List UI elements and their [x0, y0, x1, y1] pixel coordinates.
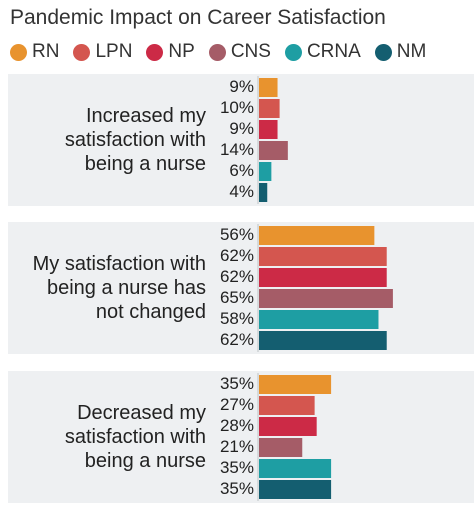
data-label: 4%: [229, 182, 254, 201]
bar-nm: [259, 480, 332, 499]
bar-rn: [259, 226, 375, 245]
data-label: 56%: [219, 225, 254, 244]
legend-item-nm: NM: [374, 41, 427, 63]
data-label: 28%: [219, 416, 254, 435]
bar-cns: [259, 289, 393, 308]
bar-cns: [259, 438, 303, 457]
legend-label: NM: [396, 41, 427, 62]
bar-np: [259, 268, 387, 287]
bar-crna: [259, 459, 332, 478]
data-label: 21%: [219, 437, 254, 456]
bar-crna: [259, 162, 272, 181]
legend-swatch: [208, 43, 226, 61]
legend-item-crna: CRNA: [284, 41, 361, 63]
legend-label: LPN: [95, 41, 133, 62]
legend-label: CNS: [230, 41, 271, 62]
legend-label: RN: [32, 41, 60, 62]
bar-lpn: [259, 396, 315, 415]
data-label: 6%: [229, 161, 254, 180]
category-panel: [8, 222, 474, 354]
bar-cns: [259, 141, 288, 160]
category-label: My satisfaction with being a nurse has not…: [33, 252, 206, 324]
category-label-line: Increased my: [85, 105, 206, 127]
category-label-line: My satisfaction with: [32, 253, 206, 275]
legend-item-cns: CNS: [208, 41, 271, 63]
data-label: 62%: [219, 330, 254, 349]
legend-label: NP: [168, 41, 195, 62]
category-panel: [8, 371, 474, 503]
legend-swatch: [374, 43, 392, 61]
bar-rn: [259, 375, 332, 394]
legend-swatch: [284, 43, 302, 61]
data-label: 9%: [229, 119, 254, 138]
category-label-line: satisfaction with: [64, 426, 206, 448]
legend-swatch: [10, 43, 27, 61]
bar-nm: [259, 183, 268, 202]
data-label: 65%: [219, 288, 254, 307]
legend-swatch: [73, 43, 91, 61]
category-label-line: being a nurse: [84, 153, 206, 175]
legend-item-np: NP: [146, 41, 195, 63]
bar-np: [259, 417, 317, 436]
category-label: Increased my satisfaction with being a nur…: [65, 104, 206, 176]
category-label-line: not changed: [95, 301, 206, 323]
chart-title: Pandemic Impact on Career Satisfaction: [10, 6, 386, 29]
category-label-line: Decreased my: [77, 402, 206, 424]
legend-label: CRNA: [306, 41, 361, 62]
data-label: 35%: [219, 458, 254, 477]
category-label-line: being a nurse: [84, 450, 206, 472]
data-label: 35%: [219, 374, 254, 393]
category-label-line: being a nurse has: [46, 277, 206, 299]
bar-rn: [259, 78, 278, 97]
category-panel: [8, 74, 474, 206]
data-label: 62%: [219, 246, 254, 265]
bar-lpn: [259, 99, 280, 118]
data-label: 10%: [219, 98, 254, 117]
bar-np: [259, 120, 278, 139]
data-label: 58%: [219, 309, 254, 328]
data-label: 62%: [219, 267, 254, 286]
category-label-line: satisfaction with: [64, 129, 206, 151]
bar-crna: [259, 310, 379, 329]
legend-swatch: [146, 43, 164, 61]
legend-item-lpn: LPN: [73, 41, 132, 63]
data-label: 35%: [219, 479, 254, 498]
bar-nm: [259, 331, 387, 350]
chart-legend: RN LPN NP CNS CRNA NM: [10, 41, 426, 63]
bar-lpn: [259, 247, 387, 266]
legend-item-rn: RN: [10, 41, 59, 63]
data-label: 9%: [229, 77, 254, 96]
category-label: Decreased my satisfaction with being a nur…: [65, 401, 206, 473]
data-label: 14%: [219, 140, 254, 159]
data-label: 27%: [219, 395, 254, 414]
